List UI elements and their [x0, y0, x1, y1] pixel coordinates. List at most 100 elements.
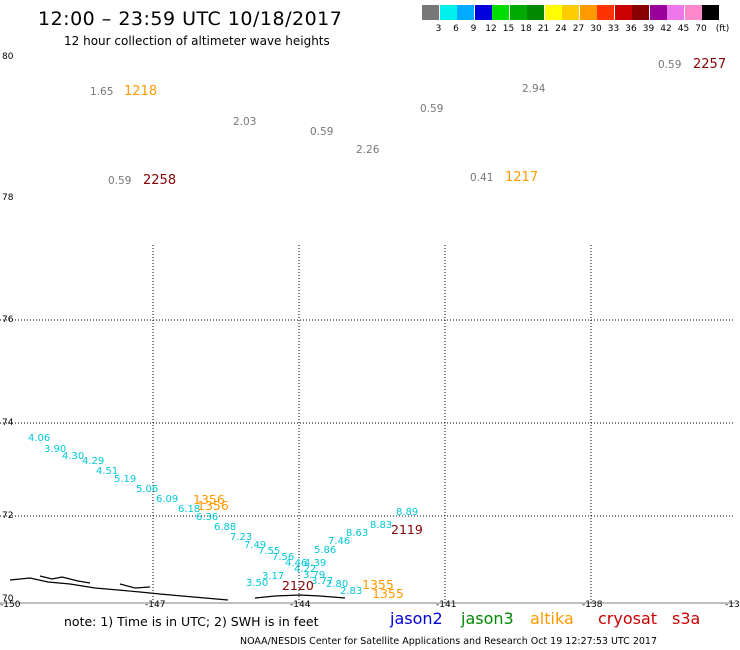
x-tick-label: -138 — [582, 600, 603, 610]
legend-swatch — [702, 5, 719, 20]
satellite-label-cryosat: cryosat — [598, 609, 658, 628]
track-wave-height: 6.09 — [156, 494, 179, 505]
track-wave-height: 8.89 — [396, 507, 419, 518]
wave-height-label: 0.41 — [470, 172, 494, 184]
track-wave-height: 6.18 — [178, 504, 201, 515]
time-label: 1217 — [505, 170, 539, 185]
legend-swatch — [632, 5, 649, 20]
track-wave-height: 7.56 — [272, 552, 295, 563]
wave-height-label: 2.03 — [233, 116, 257, 128]
track-wave-height: 3.17 — [262, 571, 285, 582]
track-wave-height: 5.06 — [136, 484, 159, 495]
y-tick-label: 76 — [2, 315, 14, 325]
x-tick-label: -150 — [0, 600, 21, 610]
track-wave-height: 5.19 — [114, 474, 137, 485]
legend-swatch — [579, 5, 597, 20]
wave-height-label: 2.94 — [522, 83, 546, 95]
x-tick-label: -144 — [290, 600, 311, 610]
legend-label: 30 — [590, 24, 602, 34]
legend-label: (ft) — [715, 24, 730, 34]
coastline-segment — [39, 575, 91, 584]
track-wave-height: 4.46 — [285, 558, 308, 569]
track-wave-height: 4.51 — [96, 466, 119, 477]
legend-label: 6 — [453, 24, 459, 34]
legend-label: 12 — [485, 24, 497, 34]
y-tick-label: 70 — [2, 594, 14, 604]
legend-swatch — [509, 5, 527, 20]
wave-height-label: 0.59 — [108, 175, 132, 187]
legend-swatch — [667, 5, 684, 20]
footer-note: note: 1) Time is in UTC; 2) SWH is in fe… — [64, 614, 319, 629]
x-tick-label: -141 — [436, 600, 457, 610]
track-wave-height: 4.39 — [304, 558, 327, 569]
time-label: 2257 — [693, 57, 727, 72]
track-wave-height: 4.30 — [62, 451, 85, 462]
legend-swatch — [527, 5, 544, 20]
legend-swatch — [597, 5, 614, 20]
chart-title: 12:00 – 23:59 UTC 10/18/2017 — [38, 8, 343, 30]
track-wave-height: 7.49 — [244, 540, 267, 551]
track-time-label: 2120 — [282, 578, 314, 593]
y-tick-label: 80 — [2, 52, 14, 62]
chart-subtitle: 12 hour collection of altimeter wave hei… — [64, 34, 330, 48]
satellite-label-s3a: s3a — [672, 609, 701, 628]
track-wave-height: 4.06 — [28, 433, 51, 444]
footer-credit: NOAA/NESDIS Center for Satellite Applica… — [240, 636, 657, 647]
legend-label: 9 — [470, 24, 477, 34]
legend-label: 18 — [520, 24, 532, 34]
track-wave-height: 2.83 — [340, 586, 363, 597]
track-time-label: 1356 — [197, 498, 229, 513]
legend-swatch — [439, 5, 457, 20]
y-tick-label: 78 — [2, 193, 14, 203]
legend-swatch — [544, 5, 562, 20]
legend-label: 45 — [677, 24, 690, 34]
legend-swatch — [684, 5, 702, 20]
track-time-label: 2119 — [391, 522, 423, 537]
legend-swatch — [649, 5, 667, 20]
coastline-segment — [119, 583, 151, 589]
wave-height-label: 1.65 — [90, 86, 114, 98]
graticule-grid — [0, 245, 735, 603]
legend-label: 24 — [555, 24, 567, 34]
wave-height-label: 0.59 — [658, 59, 682, 71]
legend-label: 21 — [537, 24, 550, 34]
legend-label: 42 — [660, 24, 672, 34]
satellite-label-jason3: jason3 — [461, 609, 514, 628]
wave-height-label: 2.26 — [356, 144, 380, 156]
track-wave-height: 4.29 — [82, 456, 105, 467]
x-tick-label: -147 — [145, 600, 166, 610]
legend-swatch — [562, 5, 579, 20]
legend-label: 27 — [572, 24, 585, 34]
track-wave-height: 5.86 — [314, 545, 337, 556]
wave-height-label: 0.59 — [310, 126, 334, 138]
track-time-label: 1356 — [193, 492, 225, 507]
track-time-label: 1355 — [362, 577, 394, 592]
track-time-label: 1355 — [372, 586, 404, 601]
legend-label: 33 — [607, 24, 620, 34]
legend-label: 15 — [502, 24, 515, 34]
legend-label: 36 — [625, 24, 637, 34]
x-tick-label: -135 — [725, 600, 740, 610]
track-wave-height: 3.90 — [44, 444, 67, 455]
legend-swatch — [474, 5, 492, 20]
track-wave-height: 4.22 — [294, 564, 317, 575]
track-wave-height: 3.79 — [303, 570, 326, 581]
legend-label: 70 — [695, 24, 707, 34]
satellite-label-altika: altika — [530, 609, 574, 628]
time-label: 1218 — [124, 84, 158, 99]
y-tick-label: 74 — [2, 418, 14, 428]
legend-swatch — [457, 5, 474, 20]
track-wave-height: 6.36 — [196, 512, 219, 523]
coastline — [0, 575, 735, 604]
legend-swatch — [422, 5, 439, 20]
legend-label: 39 — [642, 24, 655, 34]
y-tick-label: 72 — [2, 511, 14, 521]
track-wave-height: 7.46 — [328, 536, 351, 547]
track-wave-height: 8.83 — [370, 520, 393, 531]
satellite-label-jason2: jason2 — [390, 609, 443, 628]
coastline-segment — [9, 577, 229, 601]
wave-height-label: 0.59 — [420, 103, 444, 115]
track-wave-height: 7.23 — [230, 532, 253, 543]
track-wave-height: 6.88 — [214, 522, 237, 533]
